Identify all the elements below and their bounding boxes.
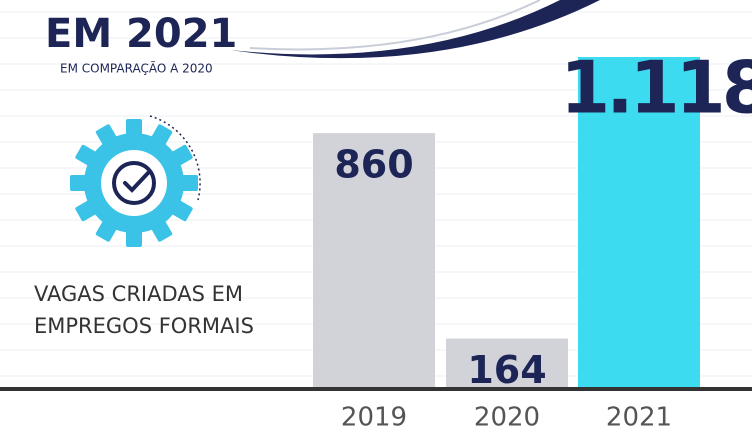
value-label: 164 — [467, 348, 546, 392]
value-label: 860 — [334, 143, 413, 187]
swoosh — [230, 0, 600, 59]
gear-icon — [70, 119, 198, 247]
value-label: 1.118 — [560, 46, 752, 130]
annotation: VAGAS CRIADAS EM — [34, 282, 243, 306]
bar — [578, 57, 700, 387]
bar — [313, 133, 435, 387]
gear-hole — [101, 150, 167, 216]
check-circle — [112, 161, 156, 205]
annotation: EMPREGOS FORMAIS — [34, 314, 254, 338]
chart-title: EM 2021 — [45, 11, 237, 57]
x-tick-label: 2020 — [474, 403, 540, 433]
swoosh-line — [249, 0, 541, 51]
x-tick-label: 2019 — [341, 403, 407, 433]
x-tick-label: 2021 — [606, 403, 672, 433]
check-mark — [123, 171, 150, 193]
chart-subtitle: EM COMPARAÇÃO A 2020 — [60, 61, 213, 76]
bar — [446, 338, 568, 387]
